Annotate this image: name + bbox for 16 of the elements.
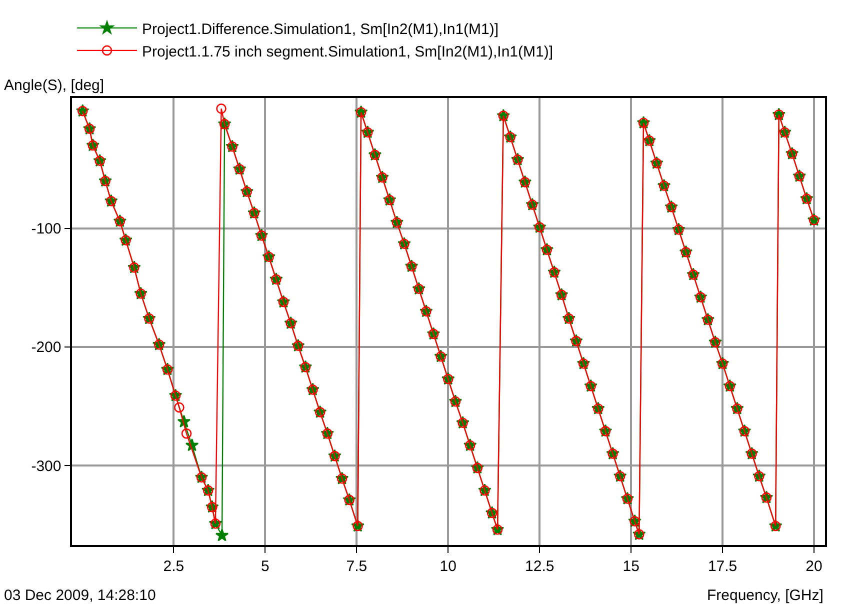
x-tick-label: 17.5 <box>708 558 738 575</box>
x-tick-label: 10 <box>440 558 456 575</box>
y-tick-label: -300 <box>31 458 62 475</box>
legend-label: Project1.Difference.Simulation1, Sm[In2(M1),In1(M1)] <box>142 20 499 38</box>
y-axis-title: Angle(S), [deg] <box>4 77 104 94</box>
x-tick-label: 12.5 <box>525 558 554 575</box>
y-tick-label: -100 <box>31 220 62 238</box>
x-tick-label: 20 <box>806 558 822 575</box>
x-axis-title: Frequency, [GHz] <box>707 587 824 604</box>
text: 03 Dec 2009, 14:28:10 <box>4 587 156 604</box>
x-tick-label: 5 <box>261 558 270 575</box>
x-tick-label: 15 <box>622 558 640 575</box>
x-tick-label: 2.5 <box>163 558 184 575</box>
legend-label: Project1.1.75 inch segment.Simulation1, Sm[In2(M1),In1(M1)] <box>142 43 554 60</box>
x-tick-label: 7.5 <box>346 558 368 575</box>
y-tick-label: -200 <box>31 339 62 356</box>
